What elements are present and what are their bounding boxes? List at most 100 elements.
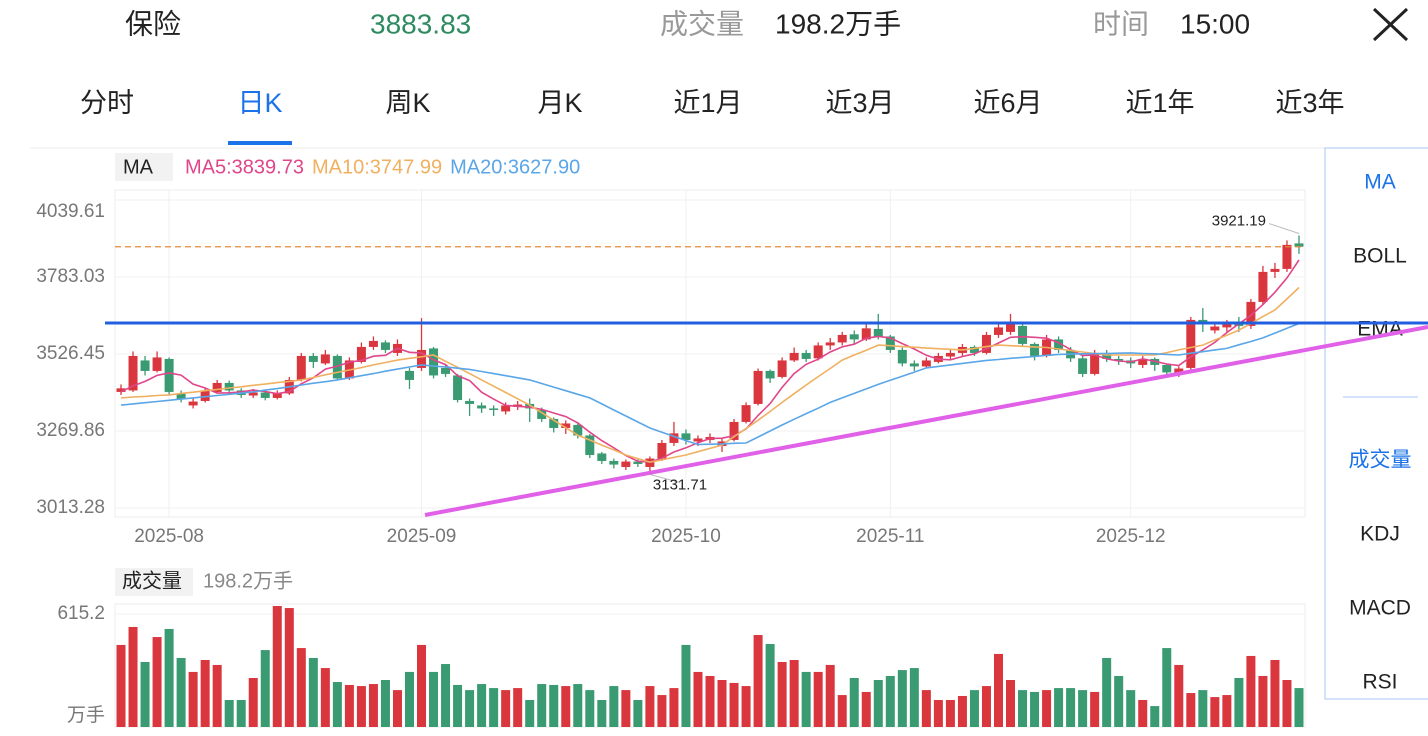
volume-bar bbox=[489, 688, 499, 727]
candle-body bbox=[849, 334, 859, 340]
legend-entry: MA5:3839.73 bbox=[185, 156, 304, 178]
tab[interactable]: 周K bbox=[385, 88, 430, 118]
volume-bar bbox=[1294, 688, 1304, 727]
tab[interactable]: 近6月 bbox=[973, 88, 1042, 118]
candle-body bbox=[1090, 352, 1100, 374]
volume-bar bbox=[1222, 695, 1232, 727]
volume-bar bbox=[705, 675, 715, 727]
indicator-option[interactable]: 成交量 bbox=[1349, 449, 1412, 472]
volume-bar bbox=[573, 684, 583, 727]
volume-bar bbox=[501, 690, 511, 727]
candle-body bbox=[1282, 244, 1292, 269]
volume-bar bbox=[549, 684, 559, 727]
candle-body bbox=[765, 370, 775, 379]
candle-body bbox=[1258, 271, 1268, 302]
x-tick-label: 2025-10 bbox=[651, 526, 721, 547]
volume-bar bbox=[765, 644, 775, 727]
candle-body bbox=[789, 352, 799, 361]
candle-body bbox=[248, 392, 258, 396]
candle-body bbox=[573, 424, 583, 436]
candle-body bbox=[945, 352, 955, 357]
tab[interactable]: 月K bbox=[537, 88, 582, 118]
indicator-option[interactable]: MACD bbox=[1349, 597, 1411, 620]
tab[interactable]: 近1年 bbox=[1125, 88, 1194, 118]
candle-body bbox=[609, 460, 619, 465]
volume-bar bbox=[140, 662, 150, 727]
close-button[interactable] bbox=[1372, 7, 1409, 42]
candle-body bbox=[777, 360, 787, 377]
candle-body bbox=[753, 370, 763, 404]
candle-body bbox=[260, 392, 270, 398]
volume-bar bbox=[969, 690, 979, 727]
volume-bar bbox=[368, 684, 378, 727]
candle-body bbox=[549, 418, 559, 428]
volume-bar bbox=[645, 686, 655, 727]
candle-body bbox=[453, 375, 463, 401]
volume-bar bbox=[344, 684, 354, 727]
volume-bar bbox=[212, 664, 222, 727]
candle-body bbox=[1078, 358, 1088, 374]
candle-body bbox=[801, 352, 811, 359]
indicator-option[interactable]: MA bbox=[1364, 171, 1396, 194]
candle-body bbox=[1054, 339, 1064, 350]
y-tick-label: 4039.61 bbox=[36, 201, 105, 222]
volume-bar bbox=[873, 680, 883, 727]
y-tick-label: 3783.03 bbox=[36, 266, 105, 287]
candle-body bbox=[308, 355, 318, 362]
volume-bar bbox=[1138, 700, 1148, 727]
candle-body bbox=[1270, 268, 1280, 272]
tab[interactable]: 近3月 bbox=[825, 88, 894, 118]
candle-body bbox=[885, 336, 895, 350]
candle-body bbox=[1006, 324, 1016, 332]
volume-bar bbox=[380, 680, 390, 727]
volume-bar bbox=[404, 671, 414, 727]
candle-body bbox=[1210, 326, 1220, 331]
volume-label: 成交量 bbox=[660, 8, 744, 39]
candle-body bbox=[921, 360, 931, 367]
indicator-option[interactable]: KDJ bbox=[1360, 523, 1400, 546]
y-unit-label: 万手 bbox=[67, 704, 105, 726]
indicator-option[interactable]: RSI bbox=[1362, 671, 1397, 694]
candle-body bbox=[897, 349, 907, 364]
tab[interactable]: 日K bbox=[237, 88, 282, 118]
volume-bar bbox=[1162, 648, 1172, 727]
candle-body bbox=[272, 393, 282, 398]
candle-body bbox=[909, 363, 919, 367]
volume-bar bbox=[849, 677, 859, 727]
candle-body bbox=[981, 334, 991, 353]
volume-bar bbox=[933, 700, 943, 727]
volume-bar bbox=[1150, 706, 1160, 727]
tab[interactable]: 近3年 bbox=[1275, 88, 1344, 118]
candle-body bbox=[441, 367, 451, 374]
candle-body bbox=[993, 327, 1003, 335]
candle-body bbox=[1114, 358, 1124, 361]
candle-body bbox=[1018, 325, 1028, 344]
volume-bar bbox=[1018, 690, 1028, 727]
volume-bar bbox=[1030, 691, 1040, 727]
volume-bar bbox=[561, 686, 571, 727]
candle-body bbox=[477, 405, 487, 409]
volume-bar bbox=[272, 606, 282, 727]
candle-body bbox=[597, 453, 607, 461]
volume-bar bbox=[260, 650, 270, 727]
indicator-option[interactable]: BOLL bbox=[1353, 245, 1407, 268]
tab[interactable]: 近1月 bbox=[673, 88, 742, 118]
volume-bar bbox=[477, 684, 487, 727]
candle-body bbox=[356, 346, 366, 362]
volume-bar bbox=[1102, 657, 1112, 727]
volume-bar bbox=[1174, 664, 1184, 727]
charts: 3013.28 3269.86 3526.45 3783.03 4039.61 2025-… bbox=[36, 153, 1306, 728]
volume-bar bbox=[441, 664, 451, 727]
volume-bar bbox=[729, 682, 739, 727]
low-annotation: 3131.71 bbox=[653, 476, 707, 493]
candle-body bbox=[681, 433, 691, 440]
volume-bar bbox=[332, 682, 342, 727]
volume-bar bbox=[1234, 677, 1244, 727]
candle-body bbox=[861, 328, 871, 340]
y-tick-label: 615.2 bbox=[57, 603, 105, 624]
tab[interactable]: 分时 bbox=[80, 88, 134, 118]
volume-bar bbox=[957, 695, 967, 727]
volume-bar bbox=[1270, 659, 1280, 727]
candle-body bbox=[1138, 358, 1148, 365]
